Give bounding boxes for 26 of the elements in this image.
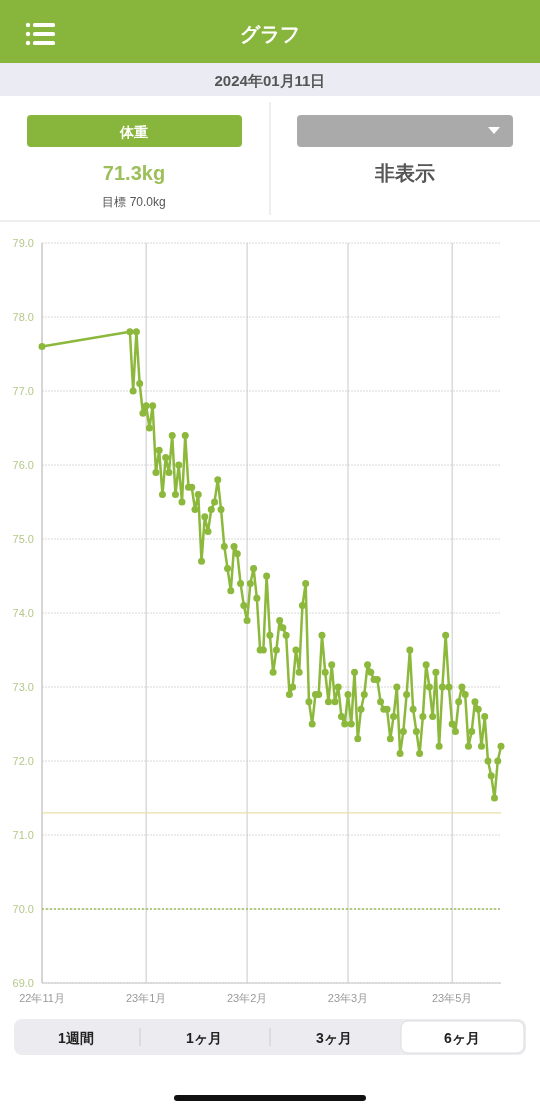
text: 71.3kg <box>102 162 166 184</box>
x-tick-label: 22年11月 <box>19 992 65 1004</box>
y-tick-label: 74.0 <box>12 607 34 619</box>
x-tick-label: 23年3月 <box>327 992 369 1004</box>
y-tick-label: 71.0 <box>12 829 34 841</box>
chart-subtitle: 2024年01月11日 <box>214 72 326 89</box>
chart-title: グラフ <box>240 23 300 45</box>
text: 6ヶ月 <box>444 1030 480 1046</box>
x-tick-label: 23年2月 <box>226 992 268 1004</box>
text: 体重 <box>119 124 148 140</box>
text: 非表示 <box>374 162 435 184</box>
text: 1週間 <box>58 1030 94 1046</box>
x-tick-label: 23年5月 <box>431 992 473 1004</box>
text: 目標 70.0kg <box>102 195 166 209</box>
y-tick-label: 79.0 <box>12 237 34 249</box>
y-tick-label: 75.0 <box>12 533 34 545</box>
text: 1ヶ月 <box>186 1030 222 1046</box>
y-tick-label: 72.0 <box>12 755 34 767</box>
y-tick-label: 76.0 <box>12 459 34 471</box>
text: 3ヶ月 <box>316 1030 352 1046</box>
y-tick-label: 77.0 <box>12 385 34 397</box>
y-tick-label: 69.0 <box>12 977 34 989</box>
x-tick-label: 23年1月 <box>125 992 167 1004</box>
y-tick-label: 73.0 <box>12 681 34 693</box>
y-tick-label: 78.0 <box>12 311 34 323</box>
y-tick-label: 70.0 <box>12 903 34 915</box>
